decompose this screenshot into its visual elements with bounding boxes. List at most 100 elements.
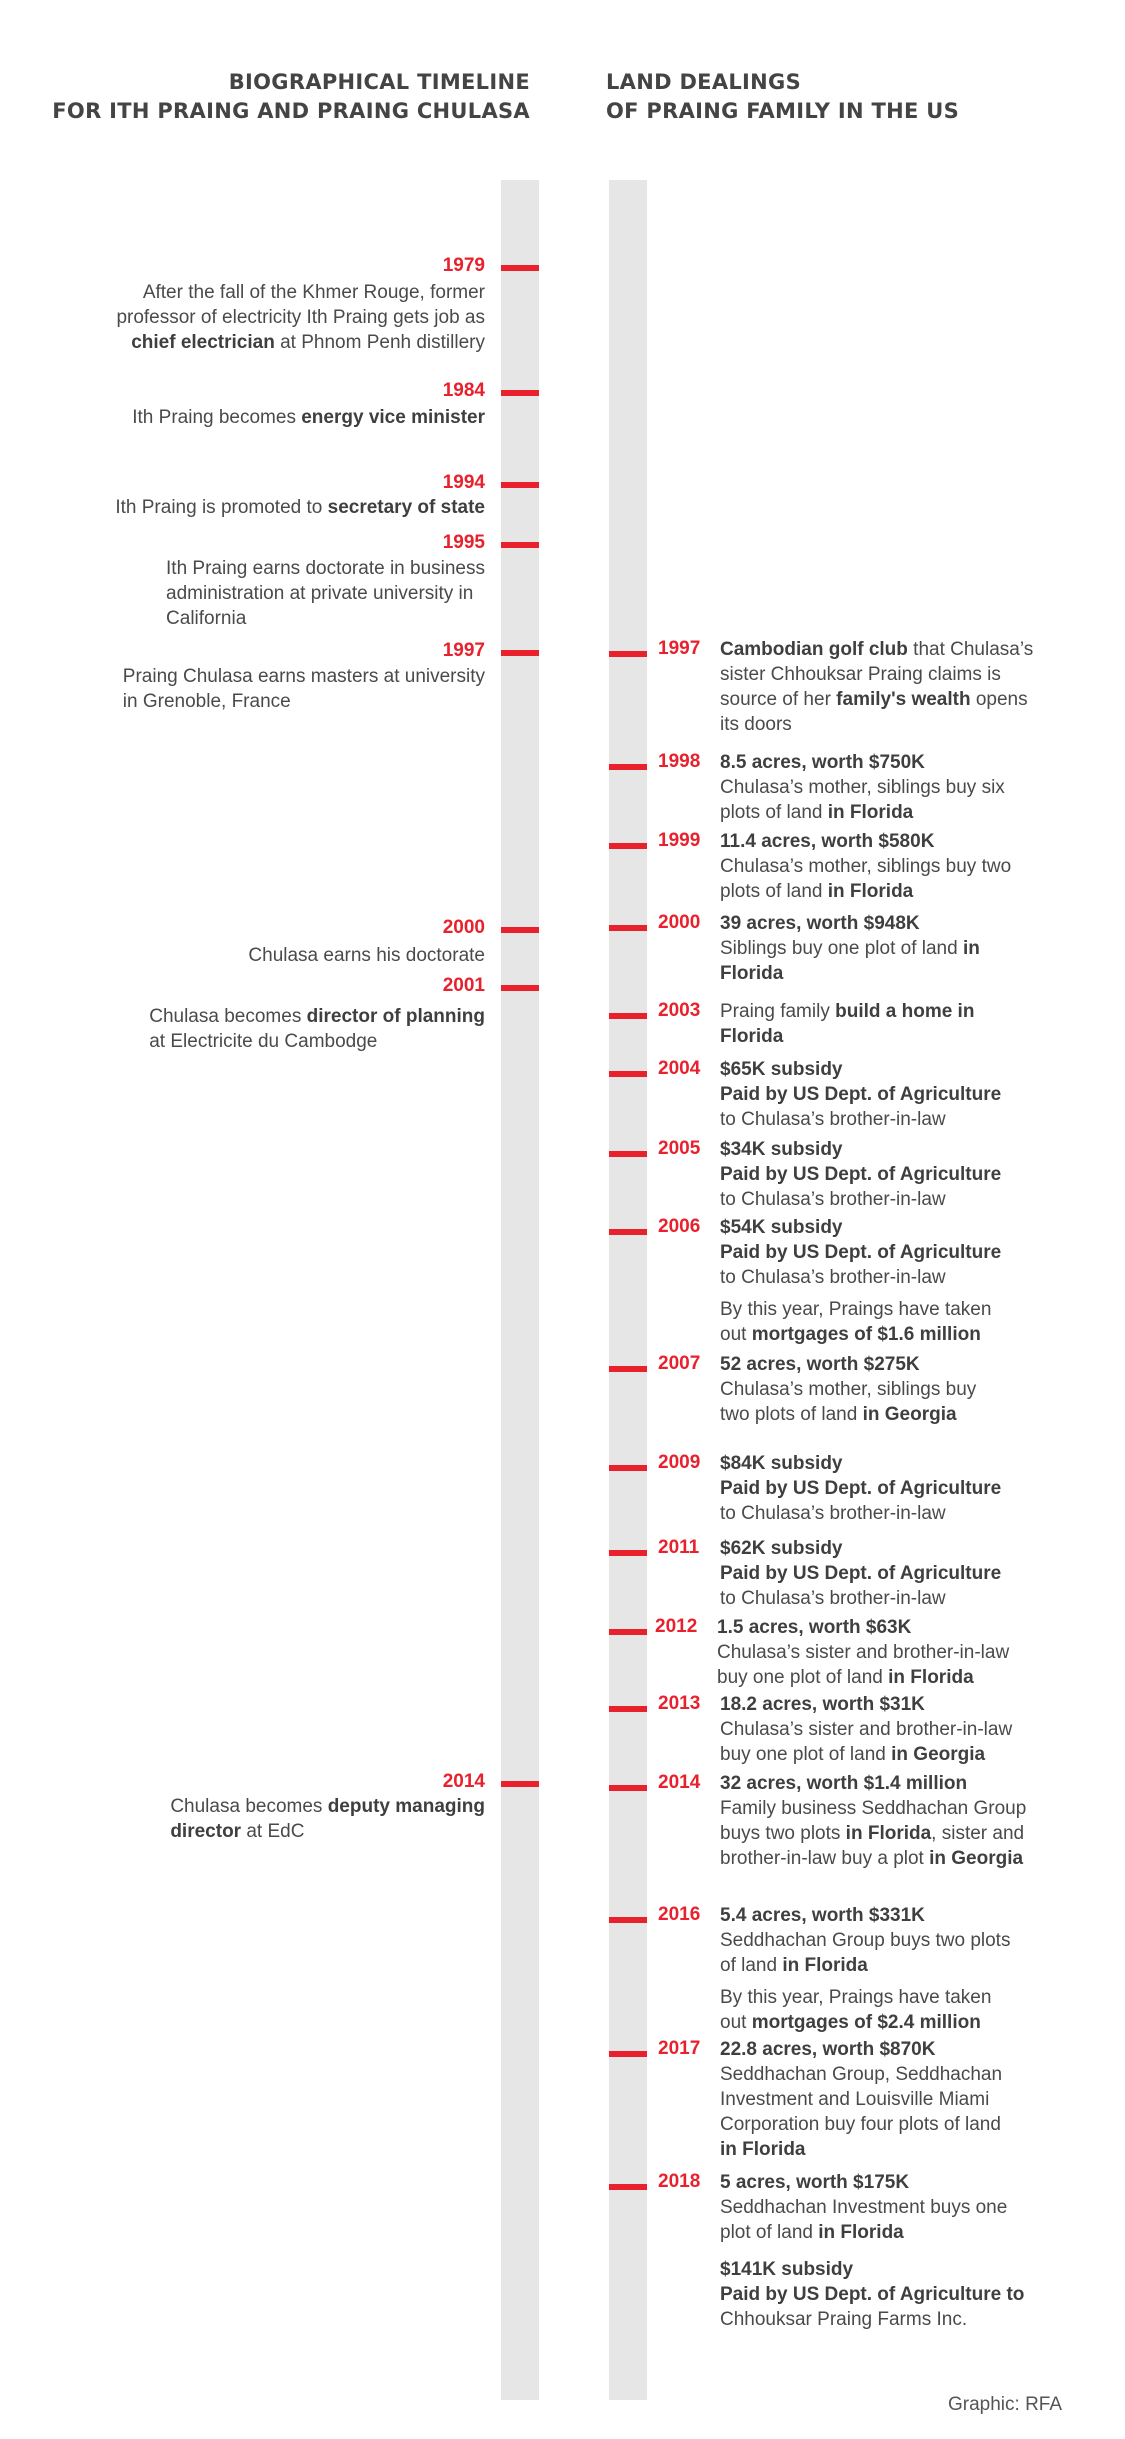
event-text-line: Chhouksar Praing Farms Inc. [720,2307,1100,2332]
event-text-emphasis: build a home in [835,1001,975,1022]
event-text-line: Florida [720,1024,1100,1049]
right-title-line-1: LAND DEALINGS [606,70,802,94]
left-column-title: BIOGRAPHICAL TIMELINE FOR ITH PRAING AND… [52,68,530,126]
event-text-segment: buy one plot of land [720,1744,892,1765]
right-event-description: 52 acres, worth $275K Chulasa’s mother, s… [720,1352,1100,1427]
event-text-emphasis: Florida [720,1026,784,1047]
event-text-emphasis: 18.2 acres, worth $31K [720,1694,925,1715]
event-text-line: $141K subsidy [720,2257,1100,2282]
event-text-line: plot of land in Florida [720,2220,1100,2245]
right-timeline-tick [609,1013,647,1019]
event-text-line: in Grenoble, France [123,689,485,714]
event-text-line: to Chulasa’s brother-in-law [720,1187,1100,1212]
event-text-segment: Chulasa’s sister and brother-in-law [720,1719,1013,1740]
event-text-line: Paid by US Dept. of Agriculture [720,1082,1100,1107]
event-text-emphasis: mortgages of $1.6 million [751,1324,981,1345]
right-event-year: 2012 [655,1616,698,1637]
right-timeline-tick [609,925,647,931]
event-text-segment: Praing Chulasa earns masters at universi… [122,666,485,687]
event-text-segment: After the fall of the Khmer Rouge, forme… [142,282,485,303]
event-text-emphasis: director of planning [306,1006,485,1027]
event-text-line: $62K subsidy [720,1536,1100,1561]
event-text-segment: Praing family [720,1001,836,1022]
event-text-line: $84K subsidy [720,1451,1100,1476]
right-event-description: 1.5 acres, worth $63K Chulasa’s sister an… [717,1615,1097,1690]
right-timeline-tick [609,1550,647,1556]
event-text-line: California [166,606,485,631]
event-text-line: Ith Praing earns doctorate in business [166,556,485,581]
event-text-emphasis: 11.4 acres, worth $580K [720,831,935,852]
event-text-line: to Chulasa’s brother-in-law [720,1107,1100,1132]
event-text-segment: Chulasa’s mother, siblings buy six [720,777,1005,798]
right-timeline-tick [609,1366,647,1372]
event-text-segment: Family business Seddhachan Group [720,1798,1027,1819]
event-text-segment: Chulasa earns his doctorate [248,945,485,966]
left-timeline-tick [501,650,539,656]
right-event-description: By this year, Praings have taken out mort… [720,1297,1100,1347]
left-event-year: 2001 [442,975,485,996]
event-text-line: chief electrician at Phnom Penh distille… [116,330,485,355]
left-timeline-tick [501,985,539,991]
event-text-emphasis: in Florida [845,1823,932,1844]
event-text-emphasis: Paid by US Dept. of Agriculture [720,1242,1002,1263]
event-text-line: 5 acres, worth $175K [720,2170,1100,2195]
event-text-line: By this year, Praings have taken [720,1985,1100,2010]
event-text-line: By this year, Praings have taken [720,1297,1100,1322]
event-text-line: brother-in-law buy a plot in Georgia [720,1846,1100,1871]
right-event-year: 2007 [658,1353,701,1374]
event-text-emphasis: in Florida [888,1667,974,1688]
event-text-segment: Ith Praing is promoted to [115,497,328,518]
right-event-description: 8.5 acres, worth $750K Chulasa’s mother, … [720,750,1100,825]
right-event-year: 2005 [658,1138,701,1159]
event-text-emphasis: 5.4 acres, worth $331K [720,1905,925,1926]
event-text-segment: of land [720,1955,783,1976]
right-event-description: 32 acres, worth $1.4 million Family busin… [720,1771,1100,1871]
event-text-emphasis: 1.5 acres, worth $63K [717,1617,912,1638]
event-text-emphasis: in Georgia [862,1404,957,1425]
event-text-segment: at Phnom Penh distillery [274,332,485,353]
event-text-line: director at EdC [170,1819,485,1844]
event-text-segment: Siblings buy one plot of land [720,938,963,959]
event-text-emphasis: in Georgia [891,1744,986,1765]
right-column-title: LAND DEALINGS OF PRAING FAMILY IN THE US [606,68,959,126]
left-timeline-tick [501,482,539,488]
right-event-description: By this year, Praings have taken out mort… [720,1985,1100,2035]
event-text-segment: Seddhachan Group buys two plots [720,1930,1011,1951]
event-text-line: two plots of land in Georgia [720,1402,1100,1427]
event-text-line: Chulasa earns his doctorate [248,943,485,968]
right-event-description: $65K subsidy Paid by US Dept. of Agricult… [720,1057,1100,1132]
event-text-segment: buys two plots [720,1823,846,1844]
event-text-line: Seddhachan Group, Seddhachan [720,2062,1100,2087]
left-event-description: Ith Praing becomes energy vice minister [132,405,485,430]
event-text-emphasis: in Florida [782,1955,868,1976]
right-timeline-tick [609,2051,647,2057]
event-text-line: Praing Chulasa earns masters at universi… [123,664,485,689]
event-text-line: 32 acres, worth $1.4 million [720,1771,1100,1796]
event-text-line: buy one plot of land in Georgia [720,1742,1100,1767]
right-event-year: 2000 [658,912,701,933]
event-text-line: Paid by US Dept. of Agriculture [720,1561,1100,1586]
event-text-emphasis: in Georgia [929,1848,1024,1869]
right-event-year: 2004 [658,1058,701,1079]
event-text-emphasis: chief electrician [131,332,275,353]
left-event-description: Chulasa earns his doctorate [248,943,485,968]
left-event-description: Chulasa becomes director of planning at E… [149,1004,485,1054]
event-text-emphasis: $141K subsidy [720,2259,854,2280]
event-text-emphasis: in Florida [720,2139,806,2160]
event-text-segment: Ith Praing earns doctorate in business [166,558,485,579]
event-text-line: Paid by US Dept. of Agriculture [720,1476,1100,1501]
right-timeline-rail [609,180,647,2400]
event-text-emphasis: in [962,938,980,959]
event-text-segment: out [720,2012,752,2033]
event-text-line: Chulasa becomes director of planning [149,1004,485,1029]
event-text-line: 52 acres, worth $275K [720,1352,1100,1377]
event-text-segment: brother-in-law buy a plot [720,1848,930,1869]
event-text-segment: opens [970,689,1028,710]
right-timeline-tick [609,1629,647,1635]
event-text-line: Chulasa’s mother, siblings buy [720,1377,1100,1402]
left-timeline-tick [501,390,539,396]
event-text-line: in Florida [720,2137,1100,2162]
event-text-line: 18.2 acres, worth $31K [720,1692,1100,1717]
left-timeline-tick [501,927,539,933]
right-title-line-2: OF PRAING FAMILY IN THE US [606,99,960,123]
